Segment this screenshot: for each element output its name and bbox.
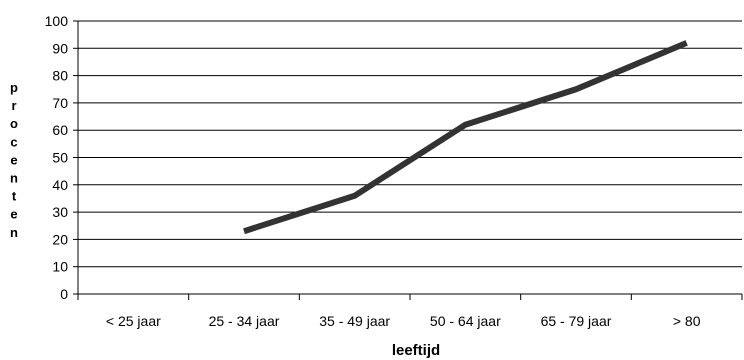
x-tick-label: > 80: [673, 313, 701, 329]
y-axis-label-char: c: [10, 134, 17, 149]
y-tick-label: 40: [52, 177, 68, 193]
y-axis-label-char: r: [11, 98, 16, 113]
y-tick-label: 90: [52, 40, 68, 56]
y-axis-label-char: n: [10, 225, 18, 240]
y-tick-label: 20: [52, 231, 68, 247]
x-axis-ticks: < 25 jaar 25 - 34 jaar 35 - 49 jaar 50 - 64…: [77, 294, 743, 329]
y-axis-label-char: t: [12, 189, 17, 204]
gridlines: [78, 20, 742, 268]
y-axis-label-char: e: [10, 152, 17, 167]
y-axis-label-char: n: [10, 171, 18, 186]
x-tick-label: < 25 jaar: [106, 313, 161, 329]
y-axis-label-char: e: [10, 207, 17, 222]
y-tick-label: 10: [52, 259, 68, 275]
x-tick-label: 35 - 49 jaar: [319, 313, 390, 329]
x-tick-label: 65 - 79 jaar: [541, 313, 612, 329]
y-tick-label: 70: [52, 95, 68, 111]
y-tick-label: 0: [60, 286, 68, 302]
x-tick-label: 50 - 64 jaar: [430, 313, 501, 329]
y-axis-label-char: o: [10, 116, 18, 131]
y-tick-label: 50: [52, 150, 68, 166]
y-axis-label-char: p: [10, 80, 18, 95]
series-line: [243, 40, 688, 235]
y-axis-ticks: 0 10 20 30 40 50 60 70 80 90 100: [45, 13, 78, 302]
x-axis-label: leeftijd: [392, 342, 440, 359]
y-tick-label: 80: [52, 68, 68, 84]
series-group: [243, 40, 688, 235]
y-tick-label: 30: [52, 204, 68, 220]
y-tick-label: 60: [52, 122, 68, 138]
y-tick-label: 100: [45, 13, 69, 29]
x-tick-label: 25 - 34 jaar: [209, 313, 280, 329]
